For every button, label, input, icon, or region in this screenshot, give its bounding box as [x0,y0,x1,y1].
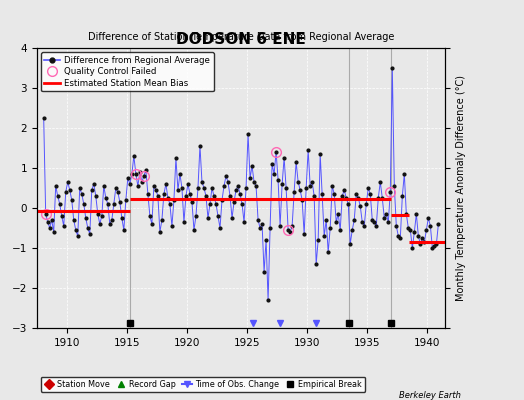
Y-axis label: Monthly Temperature Anomaly Difference (°C): Monthly Temperature Anomaly Difference (… [456,75,466,301]
Text: Berkeley Earth: Berkeley Earth [399,391,461,400]
Text: Difference of Station Temperature Data from Regional Average: Difference of Station Temperature Data f… [88,32,394,42]
Legend: Difference from Regional Average, Quality Control Failed, Estimated Station Mean: Difference from Regional Average, Qualit… [41,52,214,91]
Legend: Station Move, Record Gap, Time of Obs. Change, Empirical Break: Station Move, Record Gap, Time of Obs. C… [41,376,365,392]
Title: DODSON 6 ENE: DODSON 6 ENE [176,32,306,47]
